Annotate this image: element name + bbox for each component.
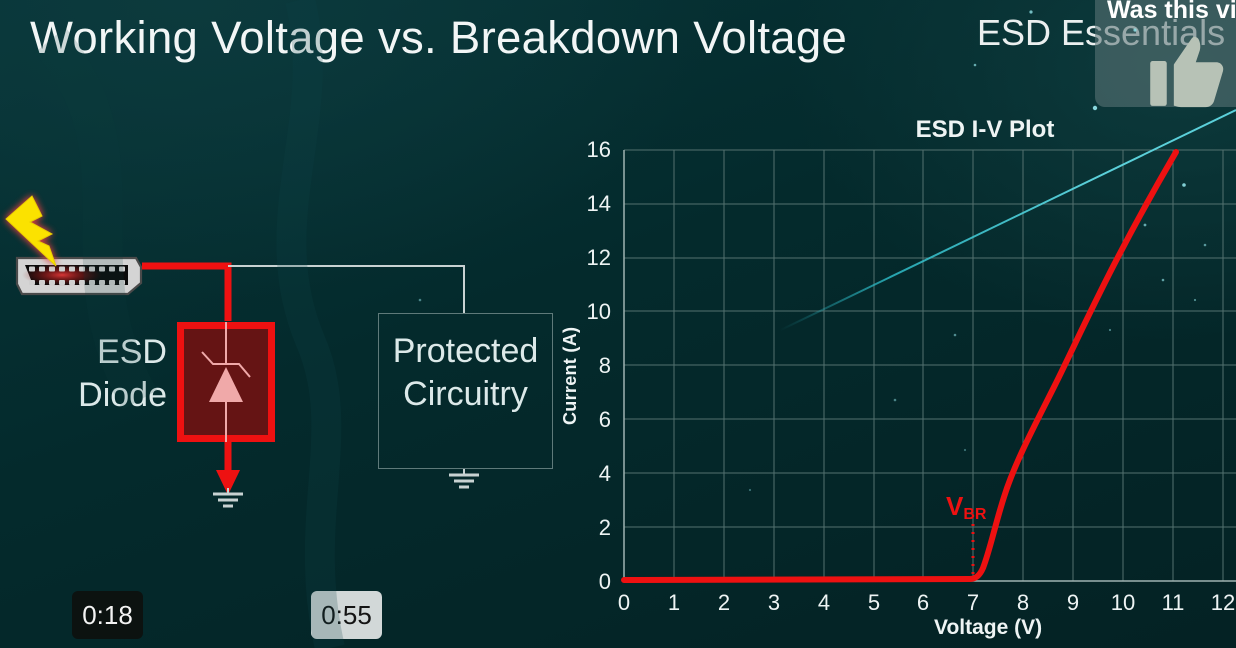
svg-text:14: 14 — [587, 191, 611, 216]
svg-text:6: 6 — [599, 407, 611, 432]
svg-text:12: 12 — [1211, 590, 1235, 615]
svg-text:7: 7 — [967, 590, 979, 615]
svg-text:8: 8 — [1017, 590, 1029, 615]
svg-text:10: 10 — [587, 299, 611, 324]
svg-text:0: 0 — [599, 569, 611, 594]
svg-text:9: 9 — [1067, 590, 1079, 615]
svg-text:12: 12 — [587, 245, 611, 270]
svg-text:4: 4 — [818, 590, 830, 615]
svg-text:2: 2 — [599, 515, 611, 540]
svg-text:4: 4 — [599, 461, 611, 486]
svg-text:VBR: VBR — [946, 491, 987, 523]
svg-text:5: 5 — [868, 590, 880, 615]
svg-text:11: 11 — [1162, 590, 1185, 615]
svg-text:2: 2 — [718, 590, 730, 615]
svg-text:1: 1 — [668, 590, 680, 615]
svg-text:3: 3 — [768, 590, 780, 615]
svg-text:6: 6 — [917, 590, 929, 615]
svg-text:8: 8 — [599, 353, 611, 378]
svg-text:16: 16 — [587, 137, 611, 162]
svg-text:0: 0 — [618, 590, 630, 615]
svg-text:10: 10 — [1111, 590, 1135, 615]
